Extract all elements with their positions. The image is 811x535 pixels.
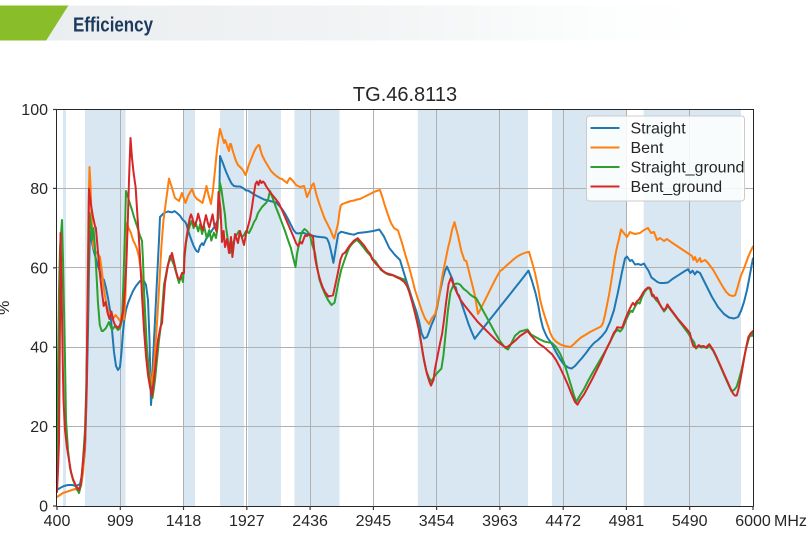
svg-text:Bent_ground: Bent_ground: [631, 179, 723, 196]
svg-text:3963: 3963: [482, 513, 518, 530]
svg-text:100: 100: [21, 102, 48, 119]
svg-text:4472: 4472: [545, 513, 581, 530]
svg-text:6000: 6000: [735, 513, 771, 530]
svg-text:Straight: Straight: [631, 120, 687, 137]
svg-text:MHz: MHz: [774, 513, 807, 530]
svg-text:TG.46.8113: TG.46.8113: [353, 84, 457, 106]
svg-text:Efficiency: Efficiency: [73, 14, 153, 37]
svg-text:80: 80: [30, 181, 48, 198]
svg-text:60: 60: [30, 260, 48, 277]
svg-text:%: %: [0, 301, 13, 315]
svg-text:2945: 2945: [356, 513, 392, 530]
svg-text:40: 40: [30, 340, 48, 357]
svg-text:1927: 1927: [229, 513, 265, 530]
svg-text:909: 909: [107, 513, 134, 530]
svg-text:3454: 3454: [419, 513, 455, 530]
svg-text:1418: 1418: [166, 513, 202, 530]
svg-text:4981: 4981: [609, 513, 645, 530]
svg-text:Bent: Bent: [631, 140, 664, 157]
svg-text:0: 0: [39, 499, 48, 516]
svg-text:Straight_ground: Straight_ground: [631, 159, 745, 176]
svg-text:400: 400: [44, 513, 71, 530]
svg-text:5490: 5490: [672, 513, 708, 530]
svg-text:2436: 2436: [292, 513, 328, 530]
svg-text:20: 20: [30, 419, 48, 436]
